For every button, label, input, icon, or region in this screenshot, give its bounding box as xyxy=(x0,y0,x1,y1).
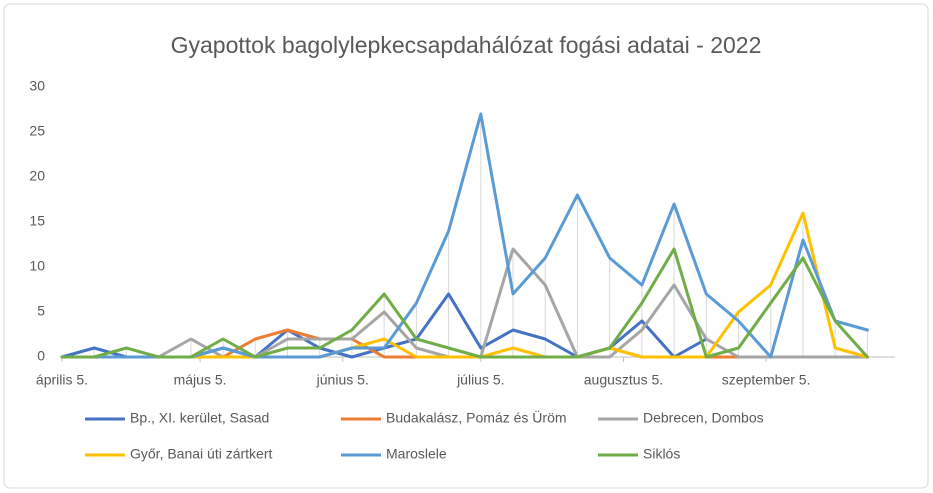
chart-border xyxy=(3,3,929,489)
series-line xyxy=(60,247,869,359)
y-tick-label: 15 xyxy=(29,213,45,229)
x-tick-label: szeptember 5. xyxy=(722,372,811,388)
chart-title: Gyapottok bagolylepkecsapdahálózat fogás… xyxy=(171,32,762,58)
legend-label: Siklós xyxy=(643,446,680,462)
y-tick-label: 5 xyxy=(37,303,45,319)
legend-label: Maroslele xyxy=(386,446,447,462)
y-tick-label: 30 xyxy=(29,78,45,94)
legend-label: Bp., XI. kerület, Sasad xyxy=(130,410,269,426)
y-tick-label: 10 xyxy=(29,258,45,274)
x-tick-label: április 5. xyxy=(36,372,88,388)
legend-label: Győr, Banai úti zártkert xyxy=(130,446,273,462)
x-tick-label: május 5. xyxy=(174,372,227,388)
y-tick-label: 0 xyxy=(37,348,45,364)
x-tick-label: június 5. xyxy=(316,372,369,388)
legend-label: Budakalász, Pomáz és Üröm xyxy=(386,409,567,426)
legend-label: Debrecen, Dombos xyxy=(643,410,764,426)
y-tick-label: 20 xyxy=(29,168,45,184)
x-tick-label: július 5. xyxy=(456,372,504,388)
x-tick-label: augusztus 5. xyxy=(584,372,663,388)
y-tick-label: 25 xyxy=(29,123,45,139)
